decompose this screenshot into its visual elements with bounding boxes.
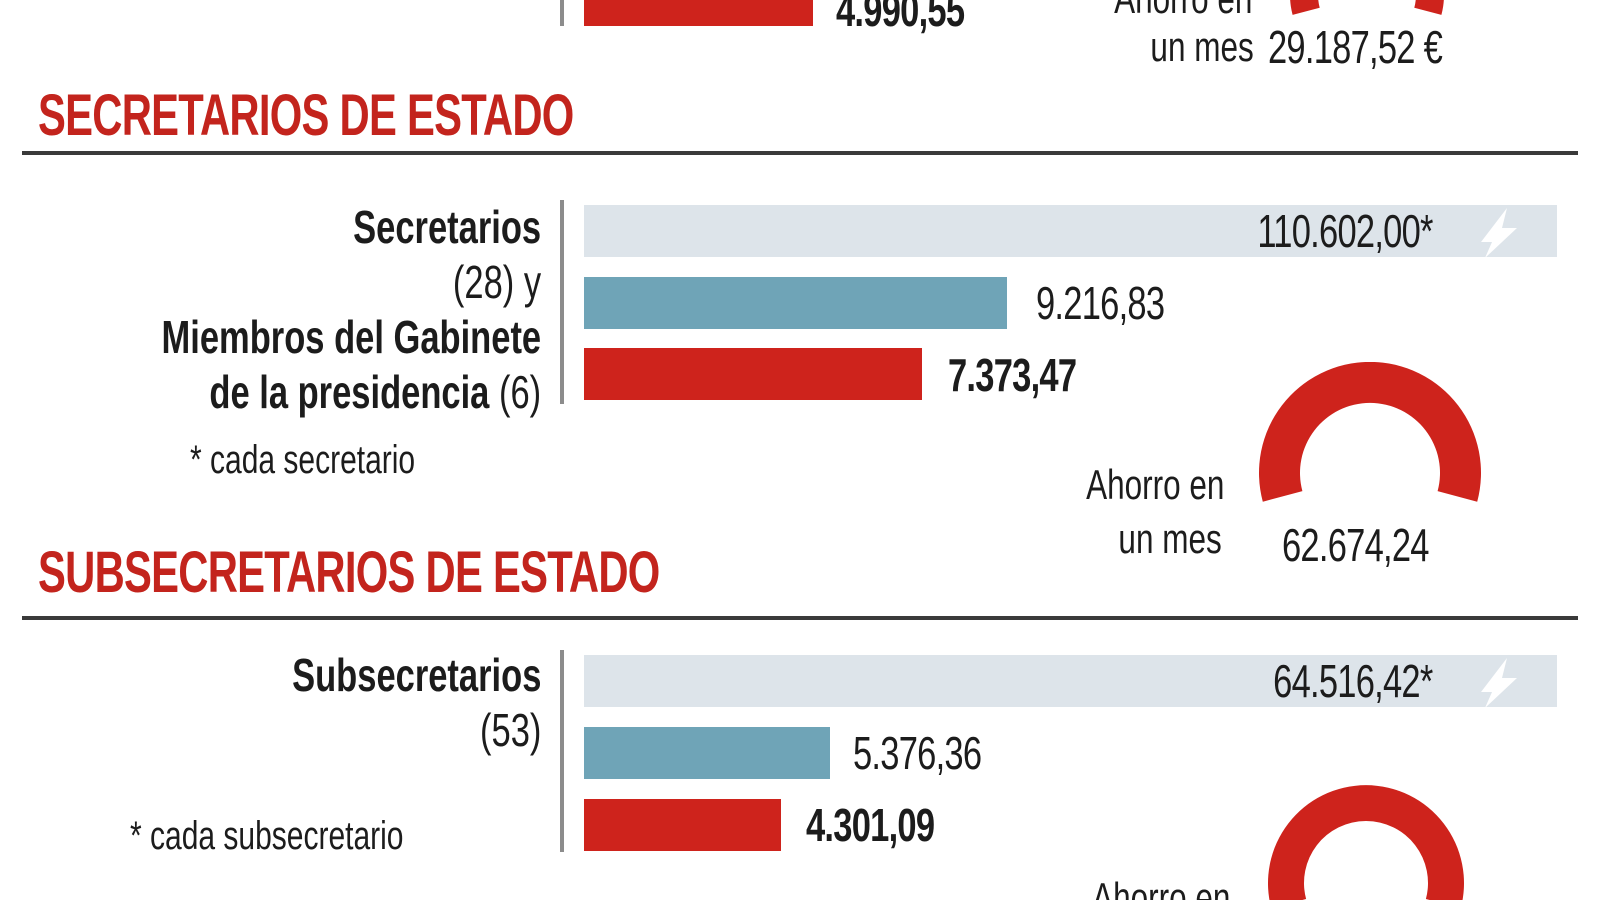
bar-value: 9.216,83: [1036, 277, 1165, 329]
group-label-line: de la presidencia (6): [209, 366, 541, 418]
bar-red: [584, 0, 813, 26]
section-heading: SUBSECRETARIOS DE ESTADO: [38, 540, 660, 605]
divider-rule: [22, 616, 1578, 620]
axis-line: [560, 650, 564, 852]
savings-label-line1: Ahorro en: [1091, 874, 1230, 900]
axis-line: [560, 0, 564, 26]
section-heading: SECRETARIOS DE ESTADO: [38, 83, 574, 148]
lightning-icon: [1481, 658, 1517, 708]
footnote: * cada subsecretario: [130, 814, 404, 858]
savings-arch-icon: [1290, 0, 1444, 15]
group-label-line: (53): [479, 704, 541, 756]
divider-rule: [22, 151, 1578, 155]
savings-label-line1: Ahorro en: [1114, 0, 1252, 20]
axis-line: [560, 200, 564, 404]
bar-red: [584, 348, 922, 400]
bar-value: 4.301,09: [806, 799, 935, 851]
bar-value: 110.602,00*: [1257, 205, 1434, 257]
savings-value: 29.187,52 €: [1268, 21, 1443, 73]
bar-light-truncated: [584, 205, 1557, 257]
lightning-icon: [1481, 208, 1517, 258]
bar-value: 7.373,47: [948, 349, 1077, 401]
savings-label-line1: Ahorro en: [1085, 461, 1224, 508]
bar-value: 64.516,42*: [1273, 655, 1434, 707]
footnote: * cada secretario: [190, 438, 416, 482]
savings-value: 62.674,24: [1282, 519, 1429, 571]
group-label-line: Subsecretarios: [291, 649, 541, 701]
group-label-line: Secretarios: [353, 201, 541, 253]
savings-arch-icon: [1259, 362, 1481, 502]
bar-value: 4.990,55: [836, 0, 965, 36]
bar-red: [584, 799, 781, 851]
bar-light-truncated: [584, 655, 1557, 707]
group-label: Secretarios (28) y Miembros del Gabinete…: [161, 200, 541, 420]
group-label-line: (28) y: [452, 256, 541, 308]
savings-label-line2: un mes: [1118, 515, 1222, 562]
bar-teal: [584, 277, 1007, 329]
bar-teal: [584, 727, 830, 779]
group-label: Subsecretarios (53): [292, 648, 541, 758]
group-label-line: Miembros del Gabinete: [161, 311, 541, 363]
bar-value: 5.376,36: [853, 727, 982, 779]
savings-arch-icon: [1268, 785, 1464, 900]
savings-label-line2: un mes: [1150, 23, 1254, 70]
